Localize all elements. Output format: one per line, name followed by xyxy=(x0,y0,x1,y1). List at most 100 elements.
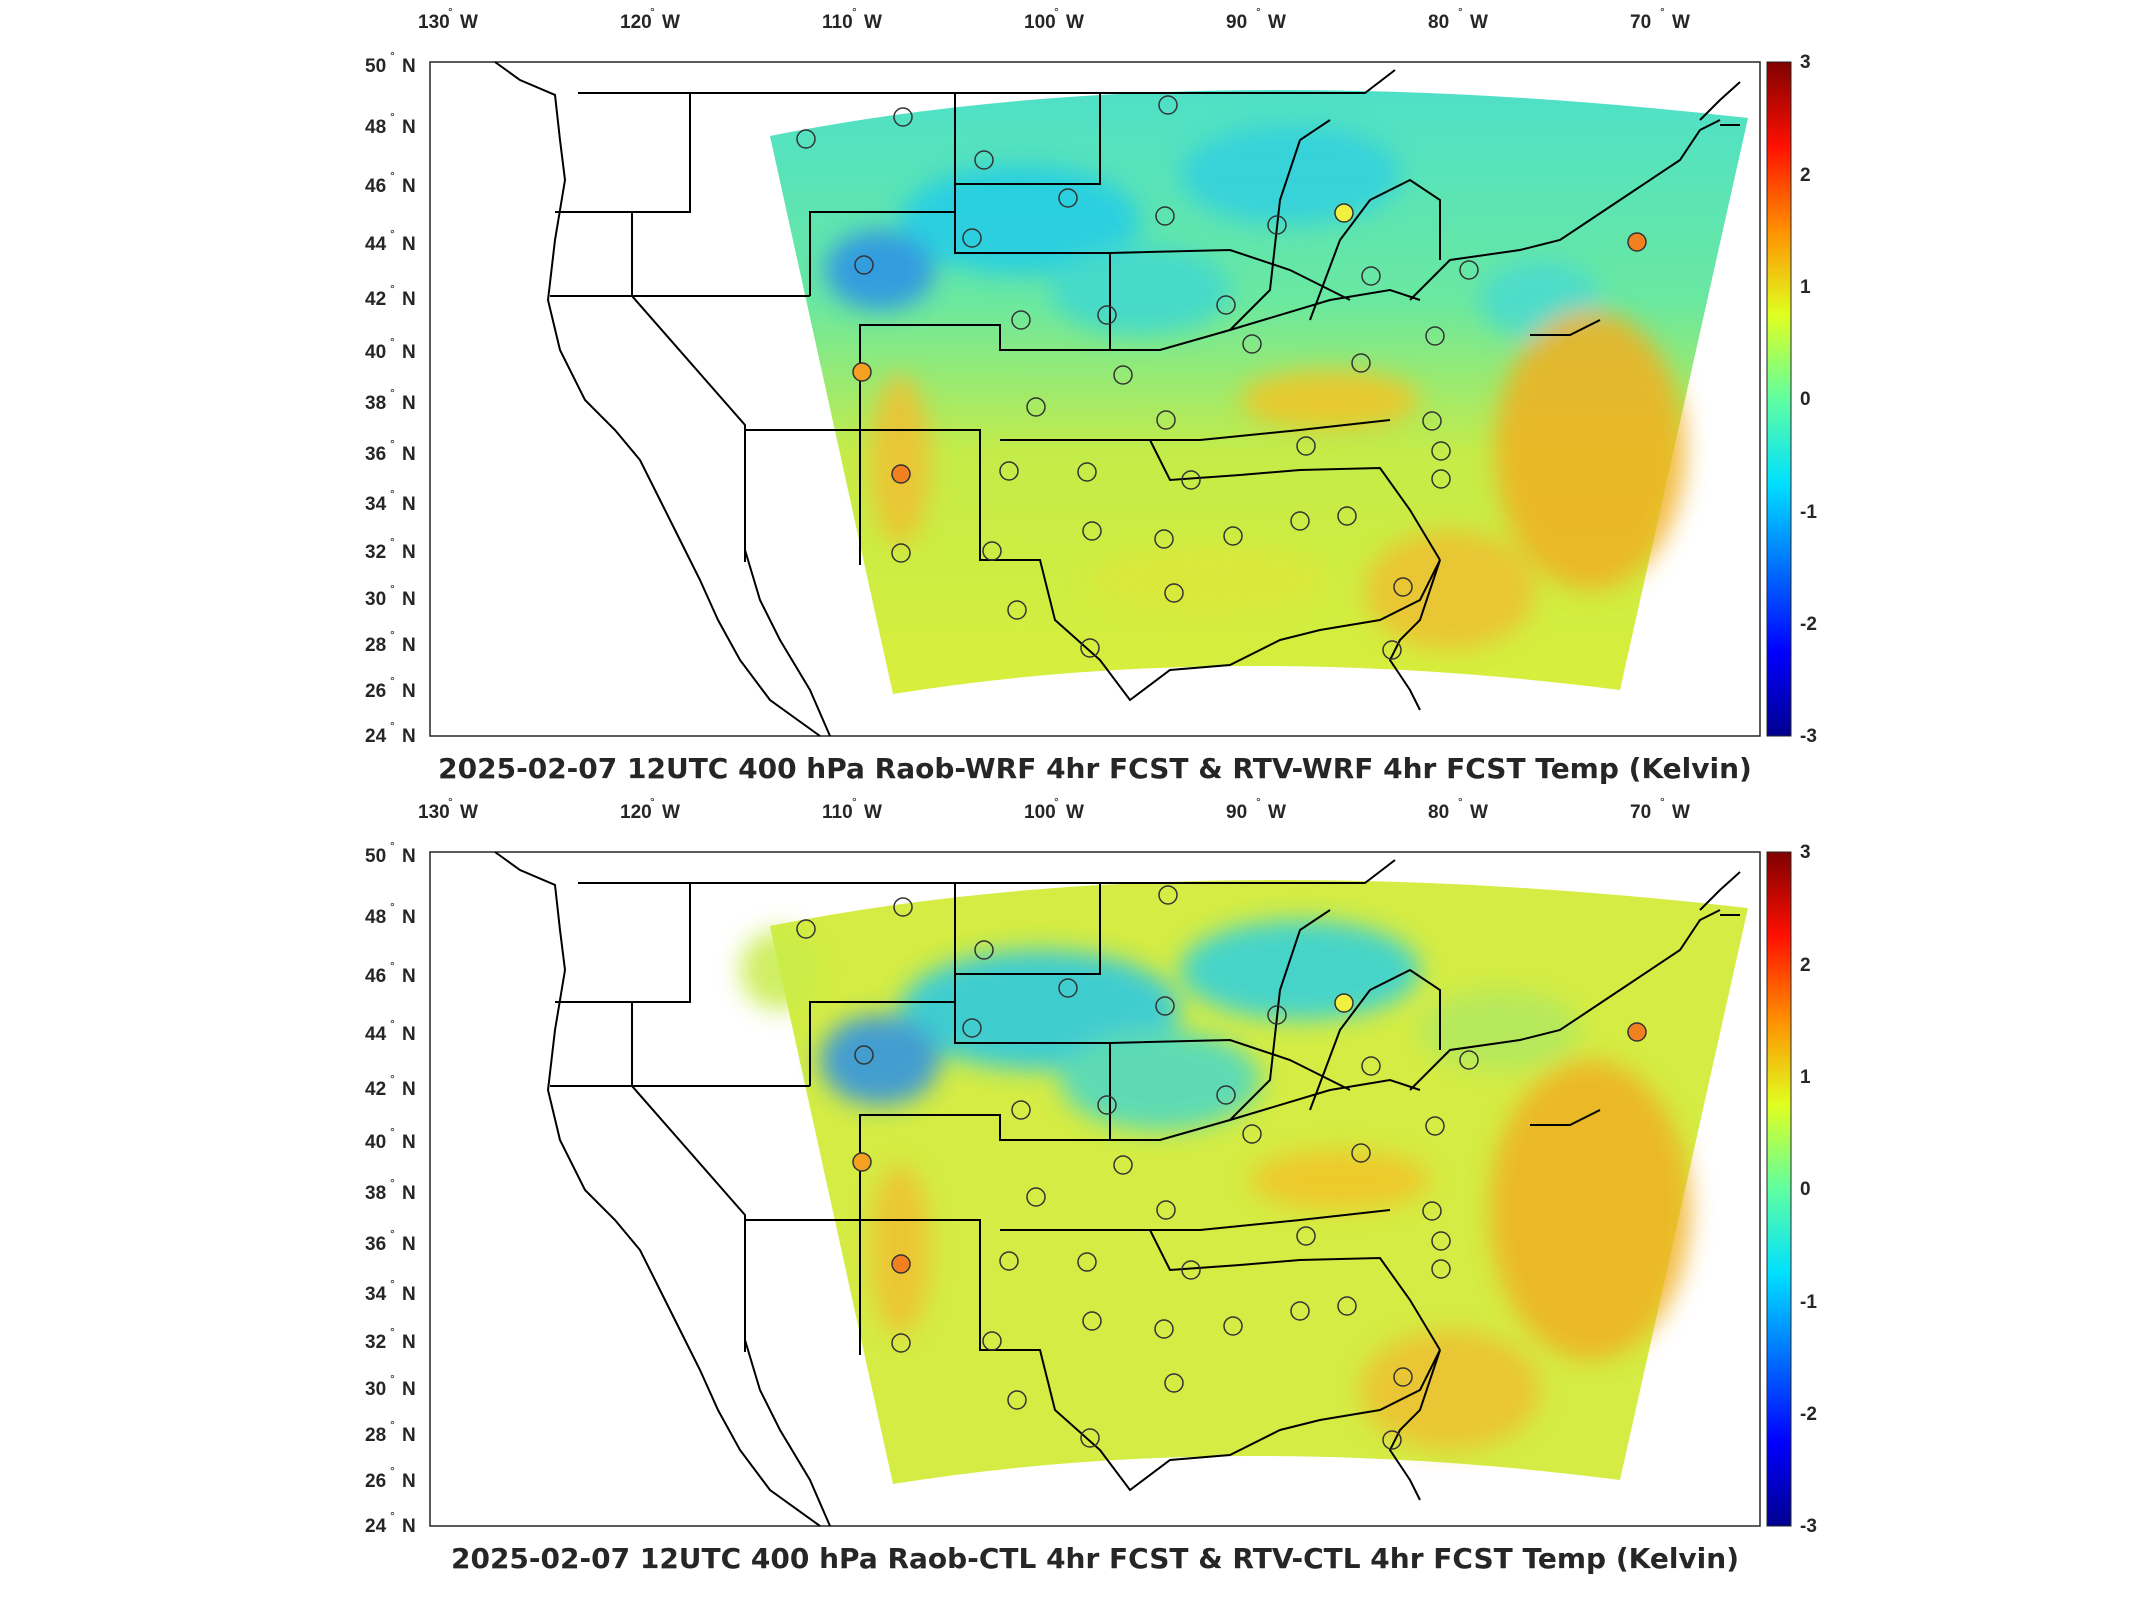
svg-text:°: ° xyxy=(390,1227,395,1241)
lat-suffix: N xyxy=(402,444,416,465)
svg-text:°: ° xyxy=(390,674,395,688)
svg-text:°: ° xyxy=(650,795,655,809)
lat-suffix: N xyxy=(402,907,416,928)
svg-text:°: ° xyxy=(1054,795,1059,809)
lat-label: 48 xyxy=(365,907,386,928)
lat-label: 32 xyxy=(365,1332,386,1353)
station-markers-filled xyxy=(852,993,1647,1274)
lat-label: 42 xyxy=(365,1079,386,1100)
lat-label: 50 xyxy=(365,846,386,867)
colorbar-gradient xyxy=(1766,851,1792,1527)
lat-label: 44 xyxy=(365,234,387,255)
lon-suffix: W xyxy=(1470,12,1488,33)
svg-text:°: ° xyxy=(390,582,395,596)
svg-text:°: ° xyxy=(390,227,395,241)
lat-suffix: N xyxy=(402,1471,416,1492)
lat-label: 28 xyxy=(365,1425,386,1446)
svg-text:°: ° xyxy=(1054,5,1059,19)
lon-label: 90 xyxy=(1226,12,1247,33)
colorbar-gradient xyxy=(1766,61,1792,737)
colorbar-tick: -3 xyxy=(1800,726,1817,747)
lon-suffix: W xyxy=(1268,12,1286,33)
svg-text:°: ° xyxy=(390,386,395,400)
svg-text:°: ° xyxy=(448,795,453,809)
lat-suffix: N xyxy=(402,289,416,310)
lat-suffix: N xyxy=(402,1132,416,1153)
svg-text:°: ° xyxy=(390,1418,395,1432)
lat-suffix: N xyxy=(402,681,416,702)
lat-label: 26 xyxy=(365,1471,386,1492)
colorbar-tick: 1 xyxy=(1800,1067,1811,1088)
station-markers xyxy=(796,885,1479,1450)
lat-label: 30 xyxy=(365,1379,386,1400)
lat-suffixes: N N N N N N N N N N N N N N xyxy=(402,56,416,747)
temperature-field xyxy=(770,89,1748,695)
svg-text:°: ° xyxy=(390,110,395,124)
lon-suffix: W xyxy=(460,802,478,823)
lat-label: 38 xyxy=(365,393,386,414)
svg-text:°: ° xyxy=(852,5,857,19)
lon-suffix: W xyxy=(662,12,680,33)
lon-label: 110 xyxy=(822,12,853,33)
lon-label: 110 xyxy=(822,802,853,823)
lon-suffix: W xyxy=(460,12,478,33)
degree-marks: ° ° ° ° ° ° ° ° ° ° ° ° ° ° xyxy=(390,839,395,1523)
lat-suffix: N xyxy=(402,1284,416,1305)
lon-label: 90 xyxy=(1226,802,1247,823)
colorbar-tick: -2 xyxy=(1800,614,1817,635)
colorbar: 3 2 1 0 -1 -2 -3 xyxy=(1766,52,1817,747)
map-panel-2: 130 120 110 100 90 80 70 W W W W W W W °… xyxy=(365,795,1817,1575)
svg-text:°: ° xyxy=(390,282,395,296)
colorbar-tick: -1 xyxy=(1800,1292,1817,1313)
lon-suffix: W xyxy=(864,802,882,823)
lon-suffix: W xyxy=(1672,802,1690,823)
svg-text:°: ° xyxy=(1458,5,1463,19)
svg-text:°: ° xyxy=(390,839,395,853)
lat-suffix: N xyxy=(402,176,416,197)
station-markers-filled xyxy=(852,203,1647,484)
lon-suffix: W xyxy=(1470,802,1488,823)
degree-marks: ° ° ° ° ° ° ° ° ° ° ° ° ° ° xyxy=(390,49,395,733)
svg-text:°: ° xyxy=(390,335,395,349)
svg-text:°: ° xyxy=(1458,795,1463,809)
lat-suffix: N xyxy=(402,1234,416,1255)
svg-text:°: ° xyxy=(390,1277,395,1291)
lat-label: 44 xyxy=(365,1024,387,1045)
colorbar-tick: 1 xyxy=(1800,277,1811,298)
lat-suffix: N xyxy=(402,117,416,138)
lat-label: 34 xyxy=(365,494,387,515)
svg-text:°: ° xyxy=(390,1072,395,1086)
lat-suffix: N xyxy=(402,726,416,747)
longitude-labels: 130 120 110 100 90 80 70 W W W W W W W °… xyxy=(418,795,1690,823)
lon-suffixes: W W W W W W W xyxy=(460,802,1690,823)
lat-label: 36 xyxy=(365,1234,386,1255)
lat-label: 40 xyxy=(365,342,386,363)
svg-text:°: ° xyxy=(390,959,395,973)
lon-label: 100 xyxy=(1024,12,1056,33)
lon-suffix: W xyxy=(1066,802,1084,823)
lat-label: 36 xyxy=(365,444,386,465)
svg-text:°: ° xyxy=(390,1464,395,1478)
lat-label: 50 xyxy=(365,56,386,77)
svg-text:°: ° xyxy=(390,1176,395,1190)
lat-suffixes: N N N N N N N N N N N N N N xyxy=(402,846,416,1537)
lat-label: 42 xyxy=(365,289,386,310)
lon-label: 70 xyxy=(1630,802,1651,823)
lon-label: 70 xyxy=(1630,12,1651,33)
lat-label: 24 xyxy=(365,726,387,747)
svg-text:°: ° xyxy=(852,795,857,809)
colorbar-tick: -3 xyxy=(1800,1516,1817,1537)
lat-suffix: N xyxy=(402,56,416,77)
lat-suffix: N xyxy=(402,542,416,563)
lat-suffix: N xyxy=(402,1079,416,1100)
svg-text:°: ° xyxy=(1256,795,1261,809)
lat-suffix: N xyxy=(402,342,416,363)
lat-suffix: N xyxy=(402,1183,416,1204)
lat-label: 28 xyxy=(365,635,386,656)
lat-label: 32 xyxy=(365,542,386,563)
lat-label: 48 xyxy=(365,117,386,138)
lat-suffix: N xyxy=(402,589,416,610)
temperature-field xyxy=(740,879,1748,1484)
lat-label: 38 xyxy=(365,1183,386,1204)
